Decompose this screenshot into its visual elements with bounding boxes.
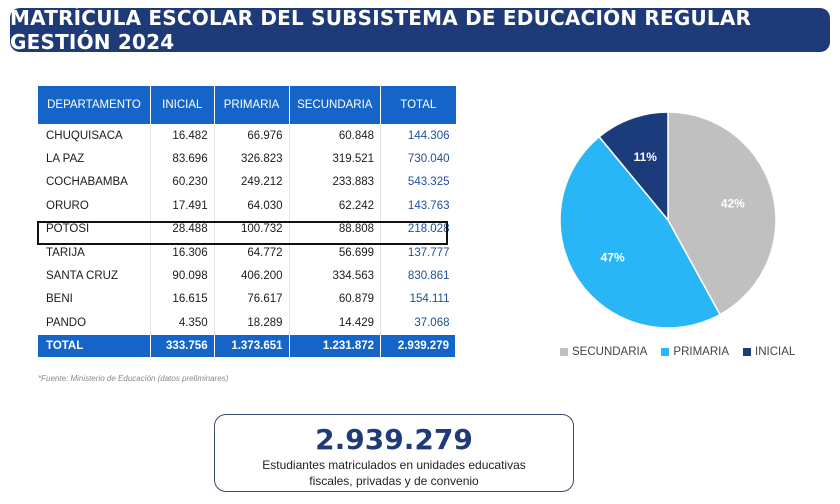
cell-primaria: 406.200	[214, 264, 290, 288]
cell-total: 143.763	[407, 199, 450, 212]
table-row: BENI 16.615 76.617 60.879 154.111	[38, 287, 456, 312]
header-total: TOTAL	[380, 86, 456, 124]
table-row: TARIJA 16.306 64.772 56.699 137.777	[38, 240, 456, 265]
cell-primaria: 66.976	[214, 124, 290, 148]
cell-primaria: 18.289	[214, 311, 290, 335]
cell-total: 730.040	[407, 153, 450, 166]
table-row: CHUQUISACA 16.482 66.976 60.848 144.306	[38, 124, 456, 148]
source-footnote: *Fuente: Ministerio de Educación (datos …	[38, 374, 229, 383]
cell-inicial: 90.098	[150, 264, 215, 288]
legend-item-inicial: INICIAL	[743, 346, 795, 358]
cell-secundaria: 88.808	[289, 217, 382, 241]
pie-label-primaria: 47%	[601, 251, 625, 265]
table-row: LA PAZ 83.696 326.823 319.521 730.040	[38, 147, 456, 171]
cell-dep: CHUQUISACA	[38, 124, 151, 148]
cell-primaria: 64.030	[214, 194, 290, 218]
cell-inicial: 83.696	[150, 147, 215, 171]
cell-inicial: 28.488	[150, 217, 215, 241]
total-primaria: 1.373.651	[214, 334, 290, 357]
cell-inicial: 16.615	[150, 287, 215, 312]
cell-secundaria: 60.879	[289, 287, 382, 312]
cell-dep: TARIJA	[38, 240, 151, 265]
pie-label-inicial: 11%	[634, 150, 658, 164]
summary-caption-line1: Estudiantes matriculados en unidades edu…	[262, 458, 526, 472]
cell-inicial: 16.306	[150, 240, 215, 265]
cell-primaria: 64.772	[214, 240, 290, 265]
cell-primaria: 76.617	[214, 287, 290, 312]
total-row: TOTAL 333.756 1.373.651 1.231.872 2.939.…	[38, 334, 456, 357]
total-inicial: 333.756	[150, 334, 215, 357]
legend-item-primaria: PRIMARIA	[661, 346, 729, 358]
cell-primaria: 100.732	[214, 217, 290, 241]
cell-secundaria: 334.563	[289, 264, 382, 288]
legend-swatch-secundaria	[560, 348, 568, 356]
legend-label-secundaria: SECUNDARIA	[572, 346, 648, 358]
cell-secundaria: 319.521	[289, 147, 382, 171]
cell-dep: LA PAZ	[38, 147, 151, 171]
title-bar: MATRÍCULA ESCOLAR DEL SUBSISTEMA DE EDUC…	[10, 6, 830, 54]
legend-label-inicial: INICIAL	[755, 346, 796, 358]
table-row: COCHABAMBA 60.230 249.212 233.883 543.325	[38, 170, 456, 195]
cell-secundaria: 14.429	[289, 311, 382, 335]
cell-inicial: 4.350	[150, 311, 215, 335]
pie-slice-inicial	[598, 111, 669, 223]
cell-total: 154.111	[409, 293, 450, 306]
cell-total: 37.068	[414, 316, 450, 329]
cell-total: 218.028	[407, 223, 450, 236]
table-row: PANDO 4.350 18.289 14.429 37.068	[38, 311, 456, 335]
cell-total: 137.777	[407, 246, 450, 259]
total-label: TOTAL	[38, 334, 151, 357]
total-secundaria: 1.231.872	[289, 334, 382, 357]
cell-dep: PANDO	[38, 311, 151, 335]
cell-secundaria: 233.883	[289, 170, 382, 195]
cell-dep: ORURO	[38, 194, 151, 218]
page-title: MATRÍCULA ESCOLAR DEL SUBSISTEMA DE EDUC…	[10, 6, 752, 54]
legend-swatch-inicial	[743, 348, 751, 356]
cell-secundaria: 56.699	[289, 240, 382, 265]
header-primaria: PRIMARIA	[214, 86, 290, 124]
table-row: POTOSÍ 28.488 100.732 88.808 218.028	[38, 217, 456, 241]
total-total: 2.939.279	[380, 334, 456, 357]
cell-total: 144.306	[407, 129, 450, 142]
pie-legend: SECUNDARIA PRIMARIA INICIAL	[560, 346, 795, 358]
enrollment-table: DEPARTAMENTO INICIAL PRIMARIA SECUNDARIA…	[38, 86, 456, 357]
legend-swatch-primaria	[661, 348, 670, 356]
header-secundaria: SECUNDARIA	[289, 86, 382, 124]
cell-dep: SANTA CRUZ	[38, 264, 151, 288]
cell-inicial: 16.482	[150, 124, 215, 148]
cell-total: 543.325	[407, 176, 450, 189]
cell-secundaria: 60.848	[289, 124, 382, 148]
cell-primaria: 326.823	[214, 147, 290, 171]
cell-dep: BENI	[38, 287, 151, 312]
summary-caption-line2: fiscales, privadas y de convenio	[309, 474, 479, 488]
table-header-row: DEPARTAMENTO INICIAL PRIMARIA SECUNDARIA…	[38, 86, 456, 124]
pie-slice-primaria	[559, 135, 722, 329]
header-departamento: DEPARTAMENTO	[38, 86, 151, 124]
header-inicial: INICIAL	[150, 86, 215, 124]
cell-total: 830.861	[407, 270, 450, 283]
summary-total: 2.939.279	[315, 423, 473, 456]
pie-chart: 42% 47% 11%	[559, 111, 777, 329]
cell-dep: COCHABAMBA	[38, 170, 151, 195]
cell-inicial: 60.230	[150, 170, 215, 195]
cell-inicial: 17.491	[150, 194, 215, 218]
table-row: ORURO 17.491 64.030 62.242 143.763	[38, 194, 456, 218]
cell-primaria: 249.212	[214, 170, 290, 195]
table-row: SANTA CRUZ 90.098 406.200 334.563 830.861	[38, 264, 456, 288]
pie-slice-secundaria	[667, 111, 777, 316]
legend-item-secundaria: SECUNDARIA	[560, 346, 647, 358]
cell-dep: POTOSÍ	[38, 217, 151, 241]
cell-secundaria: 62.242	[289, 194, 382, 218]
pie-label-secundaria: 42%	[721, 196, 745, 210]
legend-label-primaria: PRIMARIA	[673, 346, 729, 358]
summary-box: 2.939.279 Estudiantes matriculados en un…	[214, 414, 574, 492]
